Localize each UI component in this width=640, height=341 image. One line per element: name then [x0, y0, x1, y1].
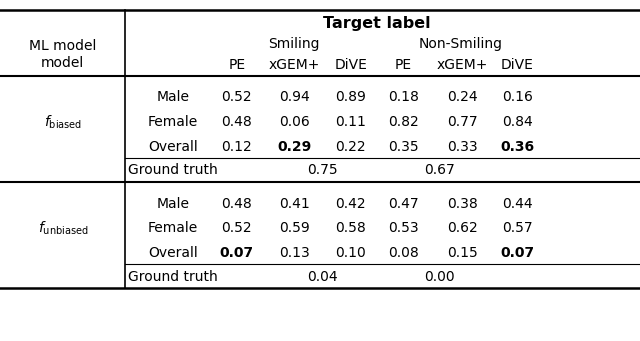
Text: 0.36: 0.36 — [500, 140, 534, 154]
Text: 0.82: 0.82 — [388, 115, 419, 129]
Text: 0.06: 0.06 — [279, 115, 310, 129]
Text: 0.84: 0.84 — [502, 115, 532, 129]
Text: 0.67: 0.67 — [424, 163, 455, 178]
Text: 0.47: 0.47 — [388, 196, 419, 211]
Text: DiVE: DiVE — [500, 58, 534, 73]
Text: Male: Male — [156, 90, 189, 104]
Text: 0.75: 0.75 — [307, 163, 338, 178]
Text: 0.48: 0.48 — [221, 196, 252, 211]
Text: 0.29: 0.29 — [277, 140, 312, 154]
Text: $f_{\mathrm{unbiased}}$: $f_{\mathrm{unbiased}}$ — [38, 220, 88, 237]
Text: 0.57: 0.57 — [502, 221, 532, 236]
Text: 0.18: 0.18 — [388, 90, 419, 104]
Text: $f_{\mathrm{biased}}$: $f_{\mathrm{biased}}$ — [44, 113, 82, 131]
Text: 0.77: 0.77 — [447, 115, 478, 129]
Text: 0.35: 0.35 — [388, 140, 419, 154]
Text: 0.12: 0.12 — [221, 140, 252, 154]
Text: 0.13: 0.13 — [279, 246, 310, 261]
Text: 0.15: 0.15 — [447, 246, 478, 261]
Text: xGEM+: xGEM+ — [437, 58, 488, 73]
Text: Overall: Overall — [148, 140, 198, 154]
Text: 0.38: 0.38 — [447, 196, 478, 211]
Text: 0.58: 0.58 — [335, 221, 366, 236]
Text: 0.10: 0.10 — [335, 246, 366, 261]
Text: Overall: Overall — [148, 246, 198, 261]
Text: 0.59: 0.59 — [279, 221, 310, 236]
Text: Ground truth: Ground truth — [128, 163, 218, 178]
Text: Female: Female — [148, 221, 198, 236]
Text: ML model
model: ML model model — [29, 40, 97, 70]
Text: 0.04: 0.04 — [307, 270, 338, 284]
Text: 0.52: 0.52 — [221, 221, 252, 236]
Text: 0.07: 0.07 — [220, 246, 254, 261]
Text: 0.53: 0.53 — [388, 221, 419, 236]
Text: 0.07: 0.07 — [500, 246, 534, 261]
Text: 0.08: 0.08 — [388, 246, 419, 261]
Text: xGEM+: xGEM+ — [269, 58, 320, 73]
Text: 0.16: 0.16 — [502, 90, 532, 104]
Text: Target label: Target label — [323, 16, 431, 31]
Text: 0.52: 0.52 — [221, 90, 252, 104]
Text: 0.11: 0.11 — [335, 115, 366, 129]
Text: 0.62: 0.62 — [447, 221, 478, 236]
Text: Ground truth: Ground truth — [128, 270, 218, 284]
Text: DiVE: DiVE — [334, 58, 367, 73]
Text: Male: Male — [156, 196, 189, 211]
Text: 0.00: 0.00 — [424, 270, 454, 284]
Text: 0.24: 0.24 — [447, 90, 478, 104]
Text: 0.44: 0.44 — [502, 196, 532, 211]
Text: 0.42: 0.42 — [335, 196, 366, 211]
Text: PE: PE — [228, 58, 245, 73]
Text: 0.48: 0.48 — [221, 115, 252, 129]
Text: 0.89: 0.89 — [335, 90, 366, 104]
Text: Smiling: Smiling — [268, 36, 319, 51]
Text: Non-Smiling: Non-Smiling — [418, 36, 502, 51]
Text: 0.94: 0.94 — [279, 90, 310, 104]
Text: PE: PE — [395, 58, 412, 73]
Text: 0.33: 0.33 — [447, 140, 478, 154]
Text: Female: Female — [148, 115, 198, 129]
Text: 0.41: 0.41 — [279, 196, 310, 211]
Text: 0.22: 0.22 — [335, 140, 366, 154]
